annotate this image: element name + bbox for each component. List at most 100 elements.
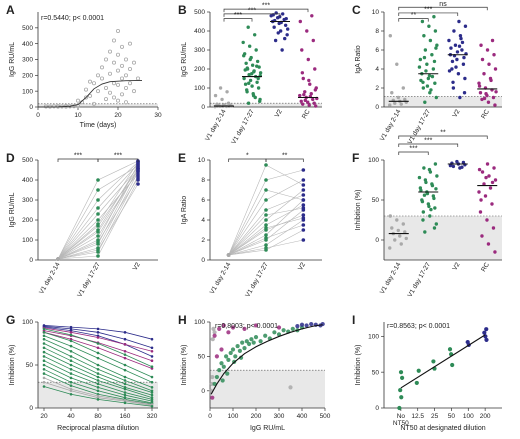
data-point: [301, 206, 306, 210]
significance-label: ***: [424, 6, 432, 13]
y-axis-label: Inhibition (%): [355, 345, 362, 386]
data-point: [398, 370, 404, 375]
y-tick-label: 300: [22, 57, 33, 64]
data-point: [124, 86, 129, 91]
data-point: [398, 234, 402, 238]
data-point: [136, 167, 140, 171]
data-point: [96, 375, 100, 379]
data-point: [42, 346, 46, 350]
significance-bracket: [398, 143, 459, 147]
data-point: [96, 368, 100, 371]
data-point: [447, 69, 452, 73]
panel-D: 0 100 200 300 400 500 IgG RU/mL D V1 day 2-14 V1 …: [6, 151, 158, 298]
data-point: [108, 71, 113, 76]
y-axis-label: IgA Ratio: [181, 196, 188, 225]
data-point: [264, 226, 268, 230]
data-point: [127, 81, 132, 86]
data-point: [401, 222, 405, 226]
data-point: [221, 323, 226, 328]
threshold-shade: [210, 370, 325, 408]
significance-label: ***: [409, 146, 417, 153]
data-point: [264, 213, 268, 217]
data-point: [42, 368, 46, 371]
data-point: [252, 70, 256, 74]
data-point: [449, 46, 453, 50]
data-point: [116, 52, 121, 57]
y-tick-label: 100: [368, 157, 379, 164]
category-label: V2: [274, 108, 284, 119]
data-point: [123, 363, 127, 367]
data-point: [104, 57, 109, 62]
category-label: V1 day 2-14: [209, 261, 233, 295]
x-tick-label: 50: [448, 413, 456, 420]
data-point: [414, 380, 419, 386]
data-point: [247, 73, 251, 77]
data-point: [288, 385, 293, 390]
data-point: [69, 389, 73, 393]
data-point: [280, 48, 284, 52]
data-point: [150, 375, 154, 379]
data-point: [96, 218, 100, 222]
data-point: [116, 68, 121, 73]
data-point: [218, 86, 223, 90]
data-point: [299, 99, 303, 104]
significance-label: **: [282, 153, 288, 160]
data-point: [96, 336, 100, 339]
data-point: [96, 356, 100, 360]
data-point: [434, 95, 439, 100]
y-tick-label: 100: [194, 319, 205, 326]
y-tick-label: 0: [201, 388, 205, 395]
data-point: [422, 166, 426, 170]
data-point: [69, 368, 73, 371]
panel-A: 0 100 200 300 400 500 IgG RU/mL A 0 10 20 30 Time (d…: [6, 3, 162, 129]
data-point: [96, 198, 100, 202]
data-point: [301, 193, 306, 197]
data-point: [298, 19, 302, 24]
data-point: [450, 67, 454, 71]
y-tick-label: 0: [29, 405, 33, 412]
data-point: [422, 193, 427, 197]
category-label: V2: [451, 261, 461, 272]
data-point: [276, 31, 280, 35]
data-point: [264, 246, 268, 250]
x-tick-label: 500: [320, 413, 331, 420]
data-point: [425, 84, 430, 88]
data-point: [272, 330, 277, 335]
data-point: [42, 331, 46, 334]
data-point: [225, 371, 230, 376]
data-point: [69, 339, 73, 343]
data-point: [302, 92, 306, 97]
data-point: [484, 327, 489, 332]
y-tick-label: 400: [22, 177, 33, 184]
data-point: [284, 16, 288, 21]
data-point: [240, 340, 245, 345]
y-tick-label: 100: [22, 237, 33, 244]
data-point: [112, 38, 117, 43]
data-point: [100, 76, 105, 81]
data-point: [256, 76, 260, 81]
data-point: [210, 374, 215, 380]
data-point: [96, 248, 100, 252]
data-point: [301, 213, 306, 217]
data-point: [393, 101, 397, 105]
data-point: [225, 90, 229, 94]
significance-bracket: [398, 6, 488, 11]
panel-F: 0 50 100 Inhibition (%) F V1 day 2-14 V1 day 1…: [352, 130, 502, 298]
significance-bracket: [398, 151, 429, 155]
panel-G: 0 50 100 Inhibition (%) G 20 40 80 160 320 Recipro…: [6, 313, 158, 432]
data-point: [479, 198, 483, 202]
data-point: [69, 359, 73, 363]
data-point: [96, 379, 100, 382]
data-point: [150, 355, 154, 358]
data-point: [281, 328, 286, 333]
data-point: [390, 91, 394, 95]
data-point: [123, 356, 127, 360]
data-point: [276, 325, 282, 330]
data-point: [123, 382, 127, 386]
data-point: [112, 60, 117, 65]
data-point: [490, 38, 495, 43]
data-point: [212, 333, 217, 338]
data-point: [96, 234, 100, 238]
